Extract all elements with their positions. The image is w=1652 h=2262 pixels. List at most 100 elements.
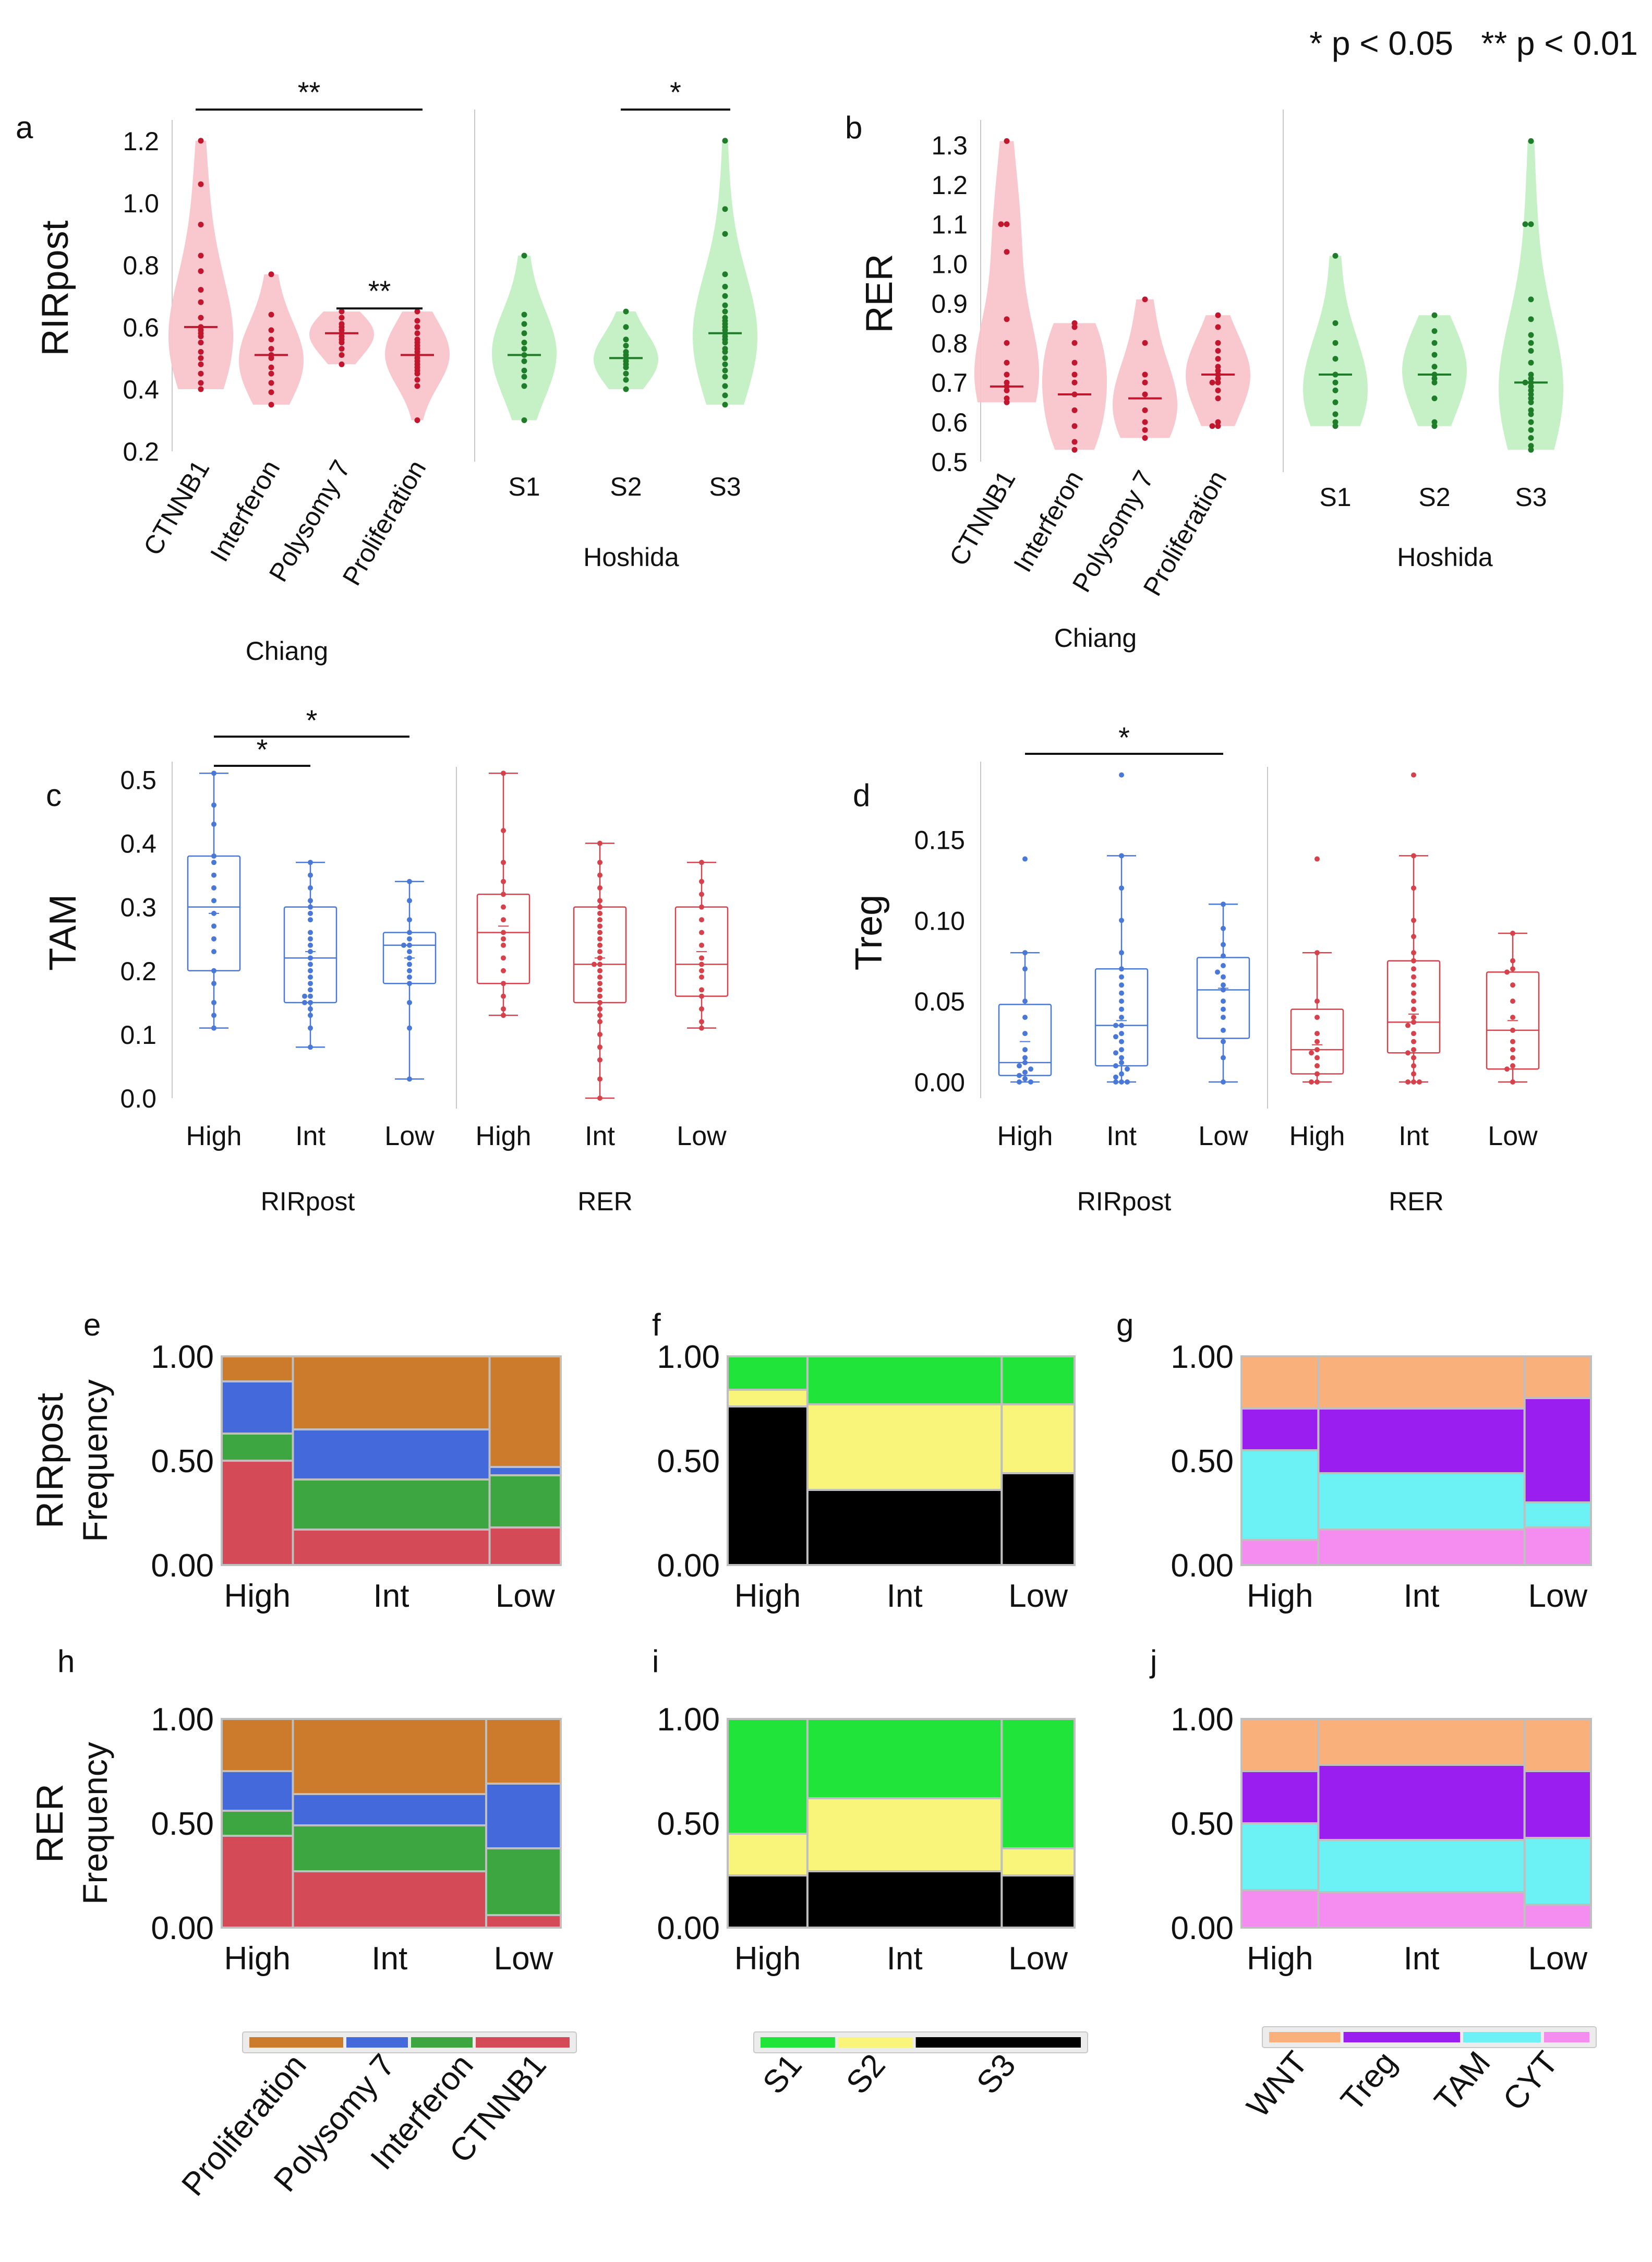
mosaic-cell bbox=[1240, 1407, 1320, 1451]
mosaic-cell bbox=[488, 1355, 562, 1468]
data-point bbox=[1221, 987, 1226, 993]
data-point bbox=[1215, 969, 1220, 975]
data-point bbox=[597, 1044, 602, 1050]
data-point bbox=[1209, 423, 1215, 429]
data-point bbox=[623, 336, 629, 343]
group-label: Hoshida bbox=[1397, 543, 1493, 572]
mosaic-cell bbox=[221, 1810, 294, 1837]
data-point bbox=[198, 386, 204, 392]
data-point bbox=[1528, 332, 1534, 338]
data-point bbox=[1528, 391, 1534, 398]
data-point bbox=[597, 1013, 602, 1018]
x-tick-label: Int bbox=[295, 1121, 325, 1151]
data-point bbox=[1332, 340, 1339, 346]
data-point bbox=[407, 879, 412, 884]
y-axis-title: RIRpost bbox=[34, 220, 76, 356]
data-point bbox=[1142, 340, 1148, 346]
data-point bbox=[407, 942, 412, 948]
data-point bbox=[597, 961, 602, 967]
data-point bbox=[1119, 982, 1124, 988]
data-point bbox=[198, 349, 204, 355]
data-point bbox=[1142, 427, 1148, 433]
data-point bbox=[1215, 324, 1221, 330]
mosaic-cell bbox=[1240, 1355, 1320, 1410]
data-point bbox=[268, 370, 274, 377]
data-point bbox=[699, 974, 704, 980]
data-point bbox=[1221, 942, 1226, 947]
y-tick-label: 1.2 bbox=[931, 171, 968, 200]
data-point bbox=[1332, 379, 1339, 386]
data-point bbox=[597, 993, 602, 999]
data-point bbox=[1004, 383, 1010, 390]
mosaic-cell bbox=[806, 1718, 1003, 1799]
data-point bbox=[1221, 925, 1226, 931]
data-point bbox=[699, 942, 704, 948]
group-label: Chiang bbox=[246, 636, 328, 666]
y-tick-label: 0.5 bbox=[931, 448, 968, 477]
data-point bbox=[699, 892, 704, 897]
y-tick-label: 0.50 bbox=[151, 1443, 214, 1479]
mosaic-cell bbox=[1317, 1839, 1526, 1893]
data-point bbox=[1017, 1063, 1022, 1069]
y-tick-label: 0.00 bbox=[151, 1548, 214, 1584]
mosaic-cell bbox=[1523, 1904, 1592, 1929]
data-point bbox=[308, 1044, 313, 1050]
legend-swatch bbox=[249, 2037, 343, 2048]
data-point bbox=[308, 961, 313, 967]
data-point bbox=[1528, 443, 1534, 449]
data-point bbox=[597, 904, 602, 910]
data-point bbox=[597, 860, 602, 865]
data-point bbox=[501, 860, 506, 865]
data-point bbox=[597, 1076, 602, 1082]
data-point bbox=[501, 955, 506, 961]
x-tick-label: Int bbox=[373, 1578, 409, 1614]
data-point bbox=[1119, 1031, 1124, 1037]
data-point bbox=[1119, 918, 1124, 923]
data-point bbox=[268, 311, 274, 318]
mosaic-cell bbox=[1317, 1764, 1526, 1841]
y-tick-label: 0.00 bbox=[657, 1548, 720, 1584]
x-tick-label: Interferon bbox=[204, 455, 286, 567]
legend-swatch bbox=[761, 2037, 835, 2048]
data-point bbox=[722, 349, 728, 355]
data-point bbox=[1142, 296, 1148, 303]
mosaic-cell bbox=[292, 1529, 491, 1566]
mosaic-cell bbox=[806, 1797, 1003, 1872]
data-point bbox=[1315, 1039, 1320, 1044]
data-point bbox=[501, 930, 506, 935]
data-point bbox=[1071, 439, 1078, 445]
data-point bbox=[1411, 998, 1416, 1004]
data-point bbox=[597, 968, 602, 973]
data-point bbox=[1113, 1063, 1118, 1069]
y-tick-label: 1.0 bbox=[123, 189, 159, 218]
y-tick-label: 0.6 bbox=[123, 313, 159, 342]
violin-shape bbox=[1113, 299, 1177, 438]
data-point bbox=[407, 955, 412, 961]
data-point bbox=[1528, 371, 1534, 378]
x-tick-label: Int bbox=[1398, 1121, 1429, 1151]
data-point bbox=[1510, 931, 1515, 936]
y-tick-label: 0.8 bbox=[123, 251, 159, 280]
data-point bbox=[1004, 387, 1010, 393]
mosaic-frame bbox=[221, 1355, 562, 1566]
significance-label: * bbox=[306, 704, 318, 737]
x-tick-label: Int bbox=[1106, 1121, 1137, 1151]
mosaic-cell bbox=[485, 1718, 562, 1785]
data-point bbox=[407, 936, 412, 942]
data-point bbox=[308, 872, 313, 878]
x-tick-label: S1 bbox=[508, 472, 540, 501]
data-point bbox=[1119, 1055, 1124, 1061]
data-point bbox=[722, 284, 728, 290]
panel-letter-g: g bbox=[1116, 1307, 1134, 1342]
data-point bbox=[198, 315, 204, 321]
data-point bbox=[1332, 423, 1339, 429]
mosaic-frame bbox=[221, 1718, 562, 1929]
x-tick-label: High bbox=[224, 1578, 291, 1614]
data-point bbox=[1332, 387, 1339, 393]
y-tick-label: 1.00 bbox=[657, 1702, 720, 1738]
data-point bbox=[1221, 982, 1226, 988]
data-point bbox=[198, 361, 204, 367]
data-point bbox=[407, 1000, 412, 1005]
data-point bbox=[339, 308, 345, 315]
data-point bbox=[1528, 407, 1534, 413]
